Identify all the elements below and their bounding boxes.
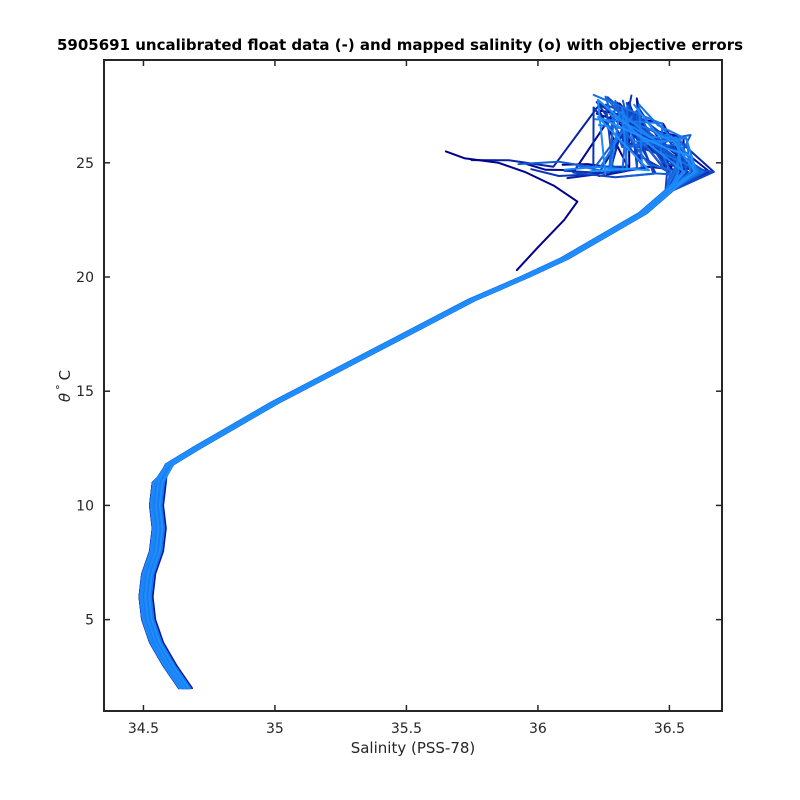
profile-line bbox=[148, 115, 696, 690]
profile-line bbox=[148, 106, 674, 690]
profile-line bbox=[144, 115, 683, 690]
y-axis-symbol: θ bbox=[56, 393, 74, 402]
profile-line bbox=[147, 104, 685, 690]
profile-line bbox=[138, 118, 682, 690]
plot-area bbox=[138, 93, 715, 690]
profile-line bbox=[143, 108, 680, 690]
axes-box bbox=[103, 59, 723, 712]
axis-ticks: 34.5 35 35.5 36 36.5 5 10 15 20 25 bbox=[76, 60, 722, 737]
profile-line bbox=[143, 112, 687, 690]
profile-line bbox=[144, 94, 705, 690]
x-tick-label: 34.5 bbox=[128, 721, 159, 737]
profile-line bbox=[139, 99, 679, 690]
profile-line bbox=[148, 95, 692, 690]
profile-line bbox=[149, 102, 675, 690]
profile-line bbox=[139, 98, 686, 690]
x-tick-label: 35.5 bbox=[391, 721, 422, 737]
profile-line bbox=[146, 111, 698, 690]
profile-line bbox=[140, 118, 699, 690]
y-tick-label: 15 bbox=[76, 384, 94, 400]
profile-line bbox=[148, 105, 702, 690]
profile-line bbox=[145, 101, 702, 690]
profile-line bbox=[147, 109, 680, 690]
profile-line bbox=[142, 99, 679, 690]
profile-line bbox=[138, 107, 698, 690]
profile-line bbox=[141, 113, 684, 690]
profile-line bbox=[149, 103, 692, 690]
profile-line bbox=[139, 116, 685, 690]
chart-title: 5905691 uncalibrated float data (-) and … bbox=[57, 36, 743, 54]
profile-line bbox=[144, 102, 714, 690]
y-tick-label: 10 bbox=[76, 498, 94, 514]
profile-line bbox=[143, 118, 701, 690]
profile-line bbox=[145, 107, 681, 690]
profile-line bbox=[138, 101, 682, 690]
x-tick-label: 36 bbox=[529, 721, 547, 737]
profile-line bbox=[144, 103, 697, 690]
profile-line bbox=[141, 96, 707, 690]
y-axis-label: θ ° C bbox=[54, 370, 74, 402]
profile-line bbox=[149, 93, 705, 690]
x-tick-label: 35 bbox=[266, 721, 284, 737]
x-axis-label: Salinity (PSS-78) bbox=[351, 739, 476, 757]
profile-line bbox=[139, 109, 687, 690]
profile-line bbox=[140, 124, 672, 690]
profile-line bbox=[144, 101, 689, 690]
y-tick-label: 20 bbox=[76, 270, 94, 286]
y-axis-degree: ° bbox=[54, 384, 67, 390]
profile-line-anomaly bbox=[444, 150, 579, 272]
profile-line bbox=[142, 101, 669, 690]
profile-line bbox=[138, 108, 696, 690]
profile-line bbox=[141, 114, 710, 690]
x-tick-label: 36.5 bbox=[654, 721, 685, 737]
profile-line bbox=[146, 109, 711, 690]
profile-line bbox=[151, 97, 698, 690]
y-tick-label: 25 bbox=[76, 156, 94, 172]
profile-line bbox=[146, 103, 694, 690]
y-axis-unit: C bbox=[56, 370, 74, 380]
profile-line bbox=[148, 103, 702, 690]
y-tick-label: 5 bbox=[85, 613, 94, 629]
profile-line bbox=[142, 121, 715, 690]
